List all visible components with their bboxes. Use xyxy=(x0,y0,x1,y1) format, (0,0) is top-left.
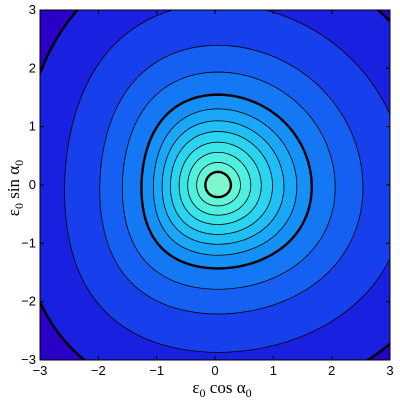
x-axis-label: ε0 cos α0 xyxy=(192,378,251,400)
x-tick-label: 0 xyxy=(211,363,218,378)
y-tick-label: −3 xyxy=(21,352,36,367)
x-tick-label: −1 xyxy=(149,363,164,378)
contour-level-0 xyxy=(204,170,233,199)
y-tick-label: −2 xyxy=(21,294,36,309)
y-tick-label: 0 xyxy=(29,177,36,192)
x-tick-label: 2 xyxy=(328,363,335,378)
y-axis-label: ε0 sin α0 xyxy=(4,160,26,216)
x-tick-label: 3 xyxy=(386,363,393,378)
x-tick-label: 1 xyxy=(270,363,277,378)
axis-ticks: −3 −2 −1 0 1 2 3 −3 −2 −1 0 1 2 3 xyxy=(21,2,393,378)
x-tick-label: −3 xyxy=(33,363,48,378)
y-tick-label: 2 xyxy=(29,60,36,75)
x-tick-label: −2 xyxy=(91,363,106,378)
y-tick-label: 3 xyxy=(29,2,36,17)
y-tick-label: −1 xyxy=(21,235,36,250)
contour-fill-group xyxy=(40,10,390,360)
y-tick-label: 1 xyxy=(29,119,36,134)
